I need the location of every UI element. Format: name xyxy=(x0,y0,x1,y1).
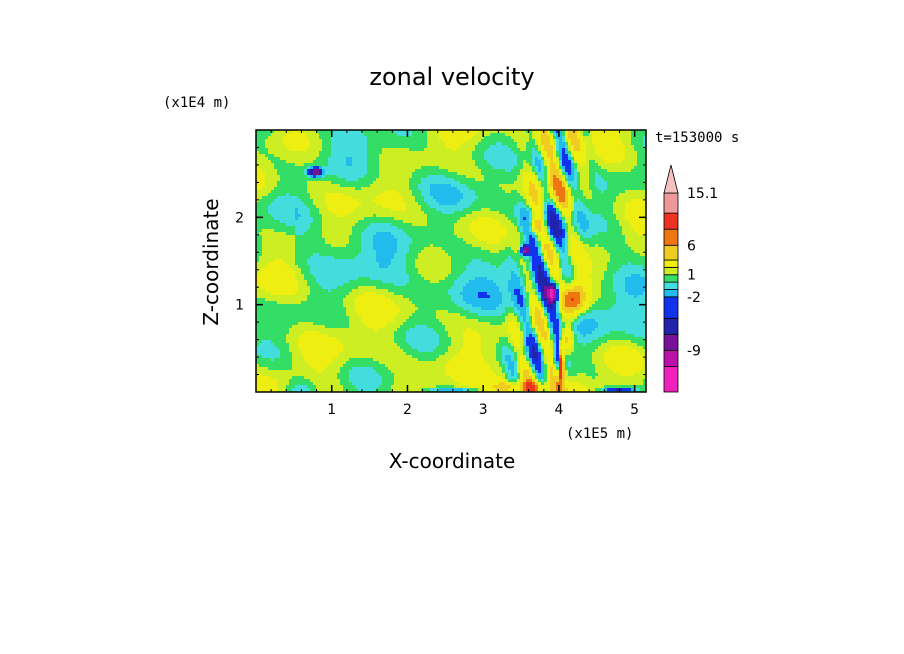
colorbar-segment xyxy=(663,192,679,214)
colorbar-segment xyxy=(663,259,679,268)
colorbar-segment xyxy=(663,333,679,351)
colorbar-segment xyxy=(663,228,679,246)
colorbar-segment xyxy=(663,350,679,367)
x-unit-label: (x1E5 m) xyxy=(566,426,633,442)
x-tick-label: 3 xyxy=(479,402,488,418)
colorbar-segment xyxy=(663,274,679,283)
y-axis-title: Z-coordinate xyxy=(199,198,223,325)
chart-title: zonal velocity xyxy=(369,63,534,91)
y-unit-label: (x1E4 m) xyxy=(163,95,230,111)
axis-ticks: 1 2 3 4 5 1 2 xyxy=(235,130,646,418)
colorbar-segment xyxy=(663,296,679,319)
colorbar-segment xyxy=(663,266,679,276)
colorbar-tick-label: 1 xyxy=(687,268,696,284)
colorbar: 15.1 6 1 -2 -9 xyxy=(663,164,718,393)
x-tick-label: 2 xyxy=(403,402,412,418)
colorbar-arrow xyxy=(663,164,679,194)
colorbar-segment xyxy=(663,317,679,335)
time-label: t=153000 s xyxy=(655,130,739,146)
x-tick-label: 5 xyxy=(630,402,639,418)
colorbar-segment xyxy=(663,281,679,290)
y-tick-label: 1 xyxy=(235,298,244,314)
colorbar-segment xyxy=(663,244,679,261)
x-axis-title: X-coordinate xyxy=(389,449,516,473)
y-tick-label: 2 xyxy=(235,210,244,226)
colorbar-segment xyxy=(663,212,679,230)
x-tick-label: 4 xyxy=(554,402,563,418)
colorbar-tick-label: 15.1 xyxy=(687,186,718,202)
heatmap-field xyxy=(256,130,646,392)
colorbar-segment xyxy=(663,289,679,298)
colorbar-tick-label: -9 xyxy=(687,343,701,359)
colorbar-tick-label: 6 xyxy=(687,238,696,254)
plot-frame xyxy=(255,129,647,393)
colorbar-tick-label: -2 xyxy=(687,290,701,306)
colorbar-segment xyxy=(663,366,679,393)
x-tick-label: 1 xyxy=(327,402,336,418)
